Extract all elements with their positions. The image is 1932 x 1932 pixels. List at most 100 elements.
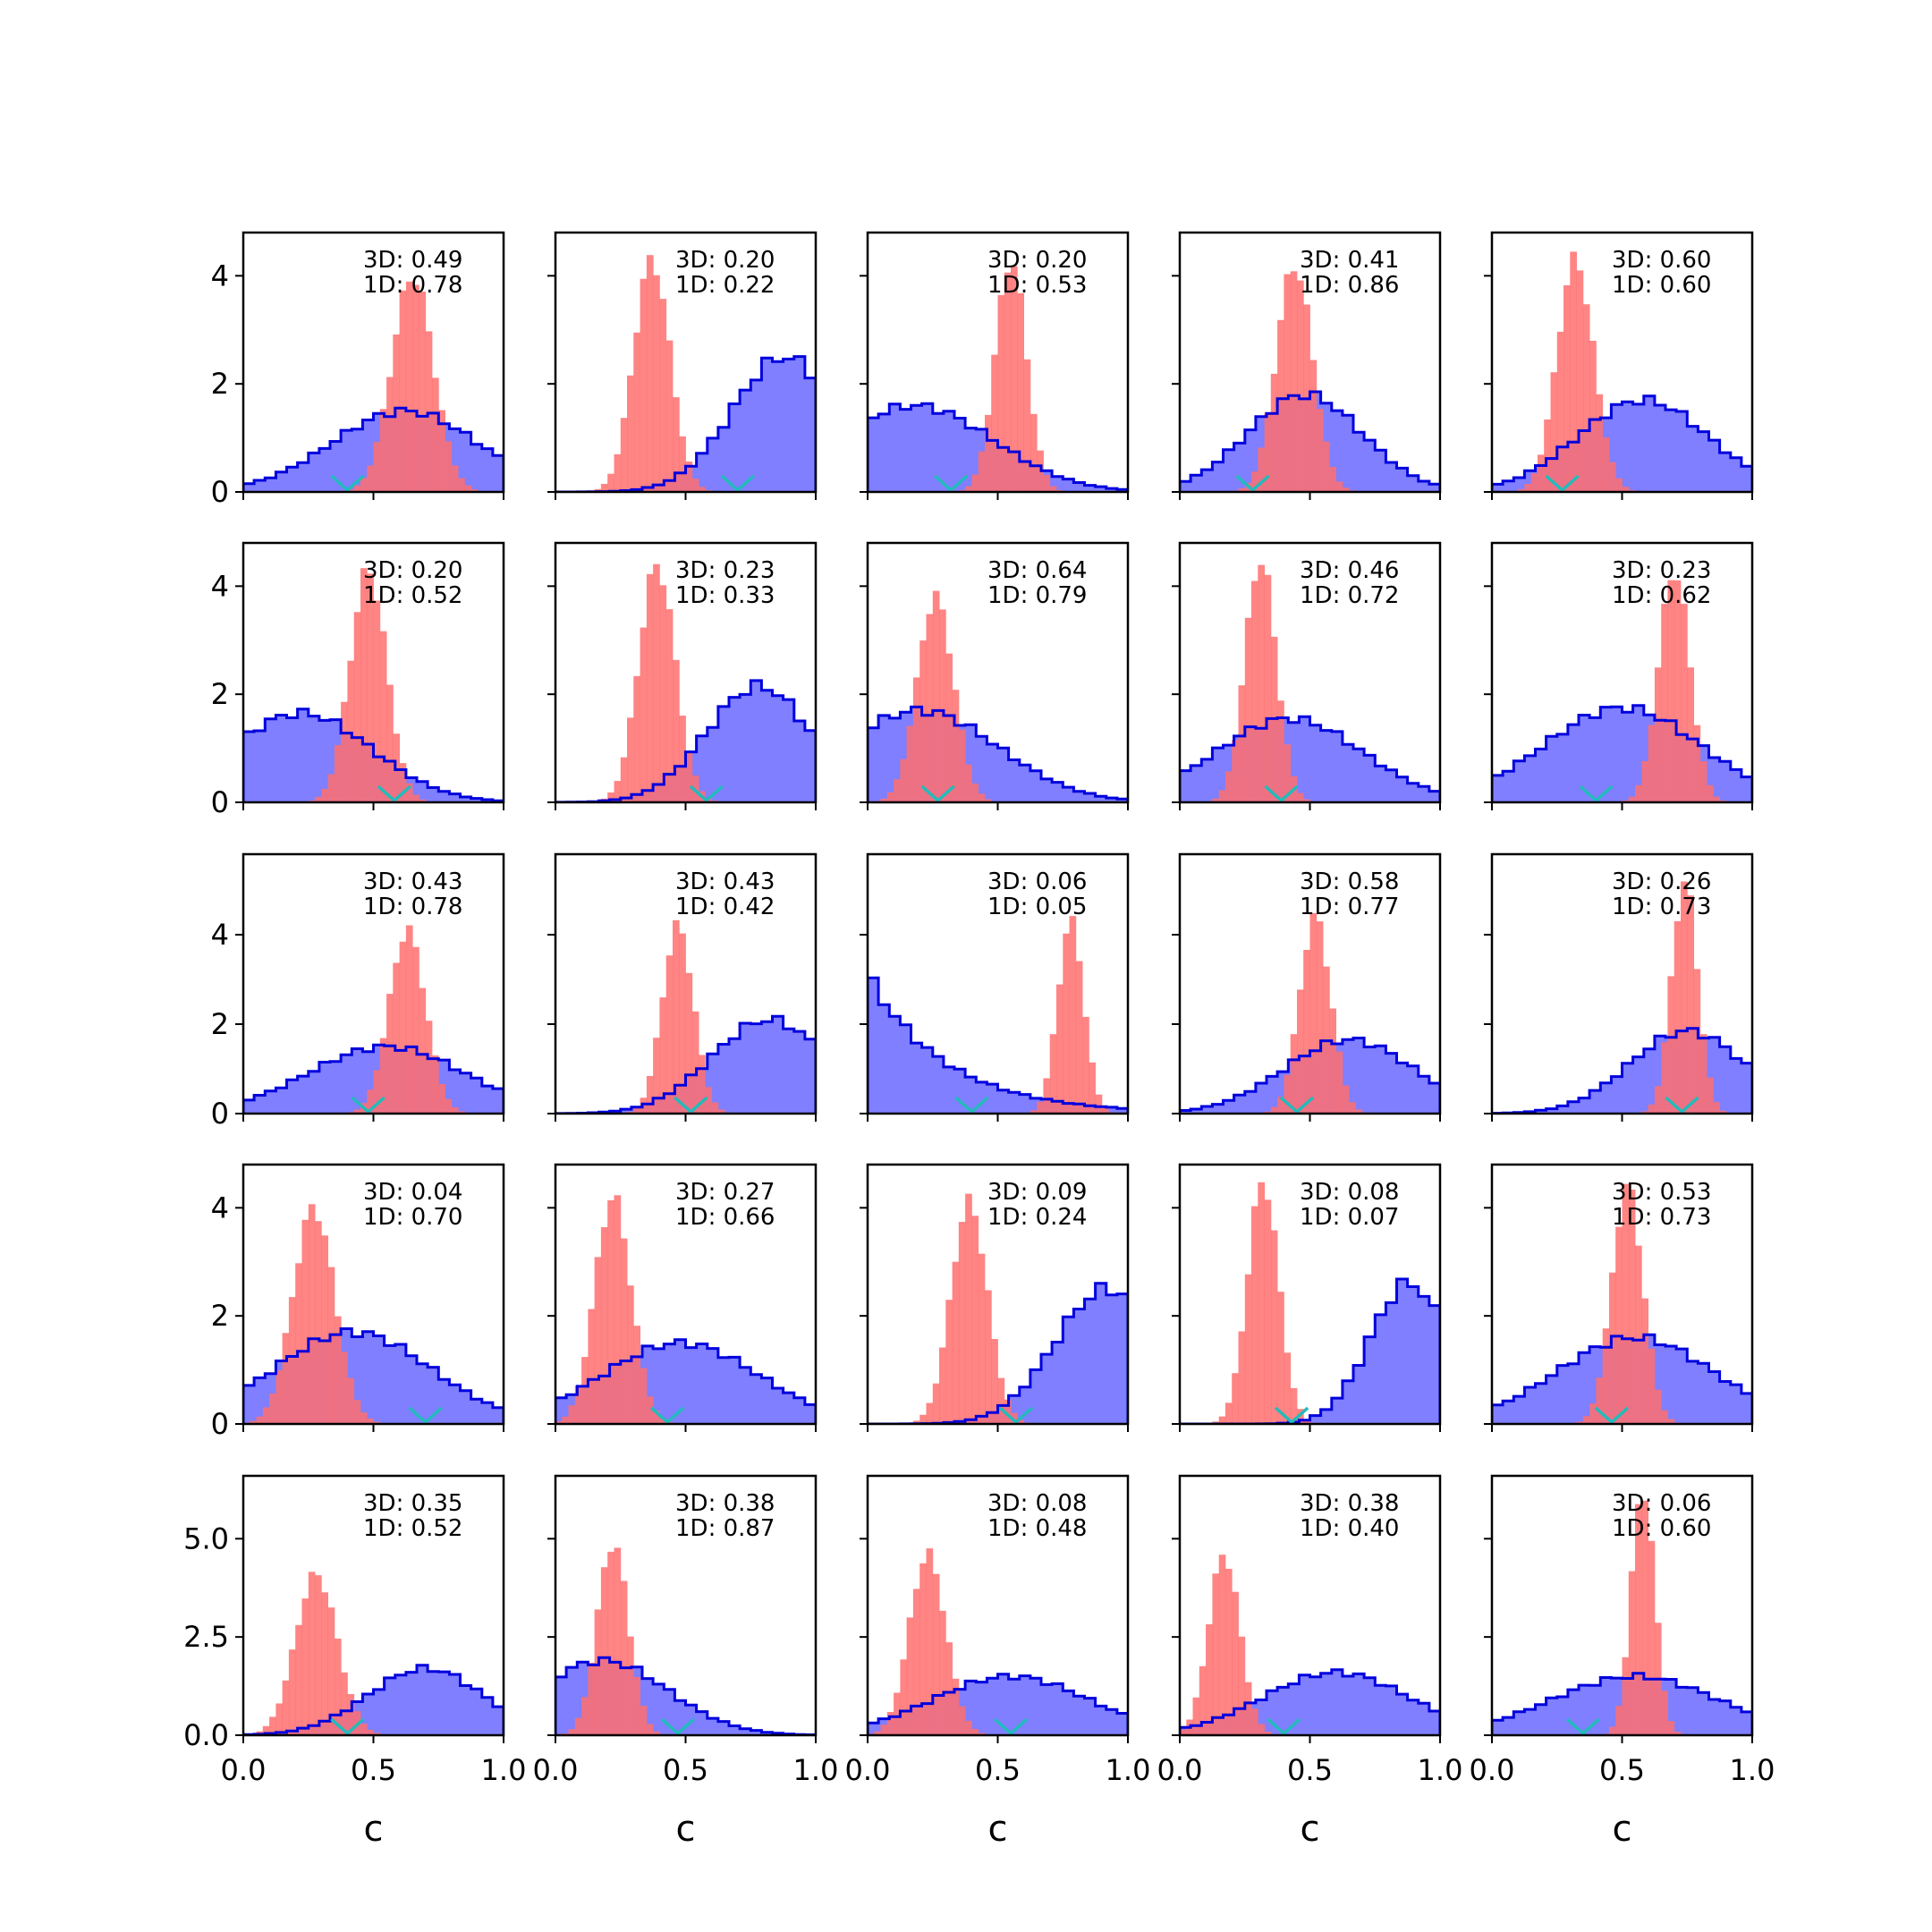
narrow-histogram-bar [327,1607,335,1735]
narrow-histogram-bar [405,281,413,492]
narrow-histogram-bar [997,294,1005,492]
narrow-histogram-bar [1075,961,1083,1114]
narrow-histogram-bar [574,1385,582,1424]
narrow-histogram-bar [926,1402,934,1424]
narrow-histogram-bar [1244,1274,1252,1424]
narrow-histogram-bar [627,375,634,492]
narrow-histogram-bar [1017,1419,1024,1424]
narrow-histogram-bar [464,485,472,492]
broad-histogram-outline [555,1338,816,1424]
narrow-histogram-bar [985,799,992,802]
narrow-histogram-bar [1316,921,1324,1114]
narrow-histogram-bar [1043,475,1051,492]
narrow-histogram-bar [640,627,648,802]
x-tick-label: 0.0 [845,1753,891,1787]
narrow-histogram-bar [432,377,439,492]
narrow-histogram-bar [640,1706,648,1735]
broad-histogram-fill [243,1665,504,1735]
narrow-histogram-bar [1238,488,1246,492]
narrow-histogram-bar [659,1419,667,1424]
narrow-histogram-bar [1602,437,1610,492]
narrow-histogram-bar [1258,447,1265,492]
broad-histogram-fill [555,680,816,802]
narrow-histogram-bar [679,716,686,802]
narrow-histogram-bar [353,612,361,802]
label-1d: 1D: 0.07 [1300,1204,1399,1231]
narrow-histogram-bar [614,1547,622,1735]
narrow-histogram-bar [685,750,693,802]
narrow-histogram-bar [1264,574,1272,802]
narrow-histogram-bar [269,1716,276,1735]
narrow-histogram-bar [588,1663,596,1735]
narrow-histogram-bar [458,478,465,492]
label-3d: 3D: 0.60 [1612,247,1711,274]
label-3d: 3D: 0.08 [1300,1179,1399,1206]
narrow-histogram-bar [1667,580,1675,802]
narrow-histogram-bar [912,677,920,802]
narrow-histogram-bar [1628,796,1636,802]
narrow-histogram-bar [425,1021,433,1114]
narrow-histogram-bar [1251,580,1258,802]
narrow-histogram-bar [607,473,614,492]
label-1d: 1D: 0.24 [987,1204,1087,1231]
narrow-histogram-bar [1641,1298,1648,1424]
narrow-histogram-bar [1661,1410,1668,1424]
narrow-histogram-bar [685,462,693,492]
narrow-histogram-bar [939,1347,946,1424]
narrow-histogram-bar [1224,1402,1233,1424]
narrow-histogram-bar [939,609,946,802]
narrow-histogram-bar [315,796,322,802]
marker-v [1545,474,1580,492]
label-3d: 3D: 0.23 [675,557,775,584]
narrow-histogram-bar [926,614,934,802]
label-1d: 1D: 0.33 [675,582,775,609]
narrow-histogram-bar [1707,1077,1714,1114]
x-tick-label: 0.5 [351,1753,396,1787]
marker-v [1274,1406,1309,1424]
narrow-histogram-bar [445,441,453,492]
label-1d: 1D: 0.42 [675,894,775,920]
x-tick-label: 0.0 [221,1753,267,1787]
narrow-histogram-bar [1290,1034,1298,1114]
y-tick-label: 2 [211,1007,229,1041]
label-1d: 1D: 0.73 [1612,1204,1711,1231]
narrow-histogram-bar [1303,799,1310,802]
narrow-histogram-bar [1674,1732,1682,1735]
narrow-histogram-bar [399,763,407,802]
narrow-histogram-bar [620,1238,628,1424]
narrow-histogram-bar [1596,394,1604,492]
label-3d: 3D: 0.23 [1612,557,1711,584]
narrow-histogram-bar [1316,409,1324,492]
narrow-histogram-bar [373,1070,381,1114]
narrow-histogram-bar [321,1592,328,1735]
narrow-histogram-bar [1284,1074,1292,1114]
narrow-histogram-bar [1004,1399,1012,1424]
narrow-histogram-bar [1277,700,1284,802]
narrow-histogram-bar [939,1610,946,1735]
label-3d: 3D: 0.27 [675,1179,775,1206]
narrow-histogram-bar [262,1725,270,1735]
narrow-histogram-bar [574,1717,582,1735]
narrow-histogram-bar [1667,1721,1675,1735]
x-tick-label: 0.0 [533,1753,579,1787]
label-1d: 1D: 0.53 [987,272,1087,299]
narrow-histogram-bar [594,1257,602,1424]
narrow-histogram-bar [379,631,387,802]
narrow-histogram-bar [327,774,335,802]
narrow-histogram-bar [1355,1109,1363,1114]
narrow-histogram-bar [1609,462,1616,492]
narrow-histogram-bar [1719,1110,1727,1114]
narrow-histogram-bar [275,1703,284,1735]
narrow-histogram-bar [1277,1097,1284,1114]
broad-histogram-fill [1180,716,1440,802]
narrow-histogram-bar [412,946,419,1114]
narrow-histogram-bar [1329,1008,1336,1114]
narrow-histogram-bar [653,275,660,492]
marker-v [330,1717,365,1735]
